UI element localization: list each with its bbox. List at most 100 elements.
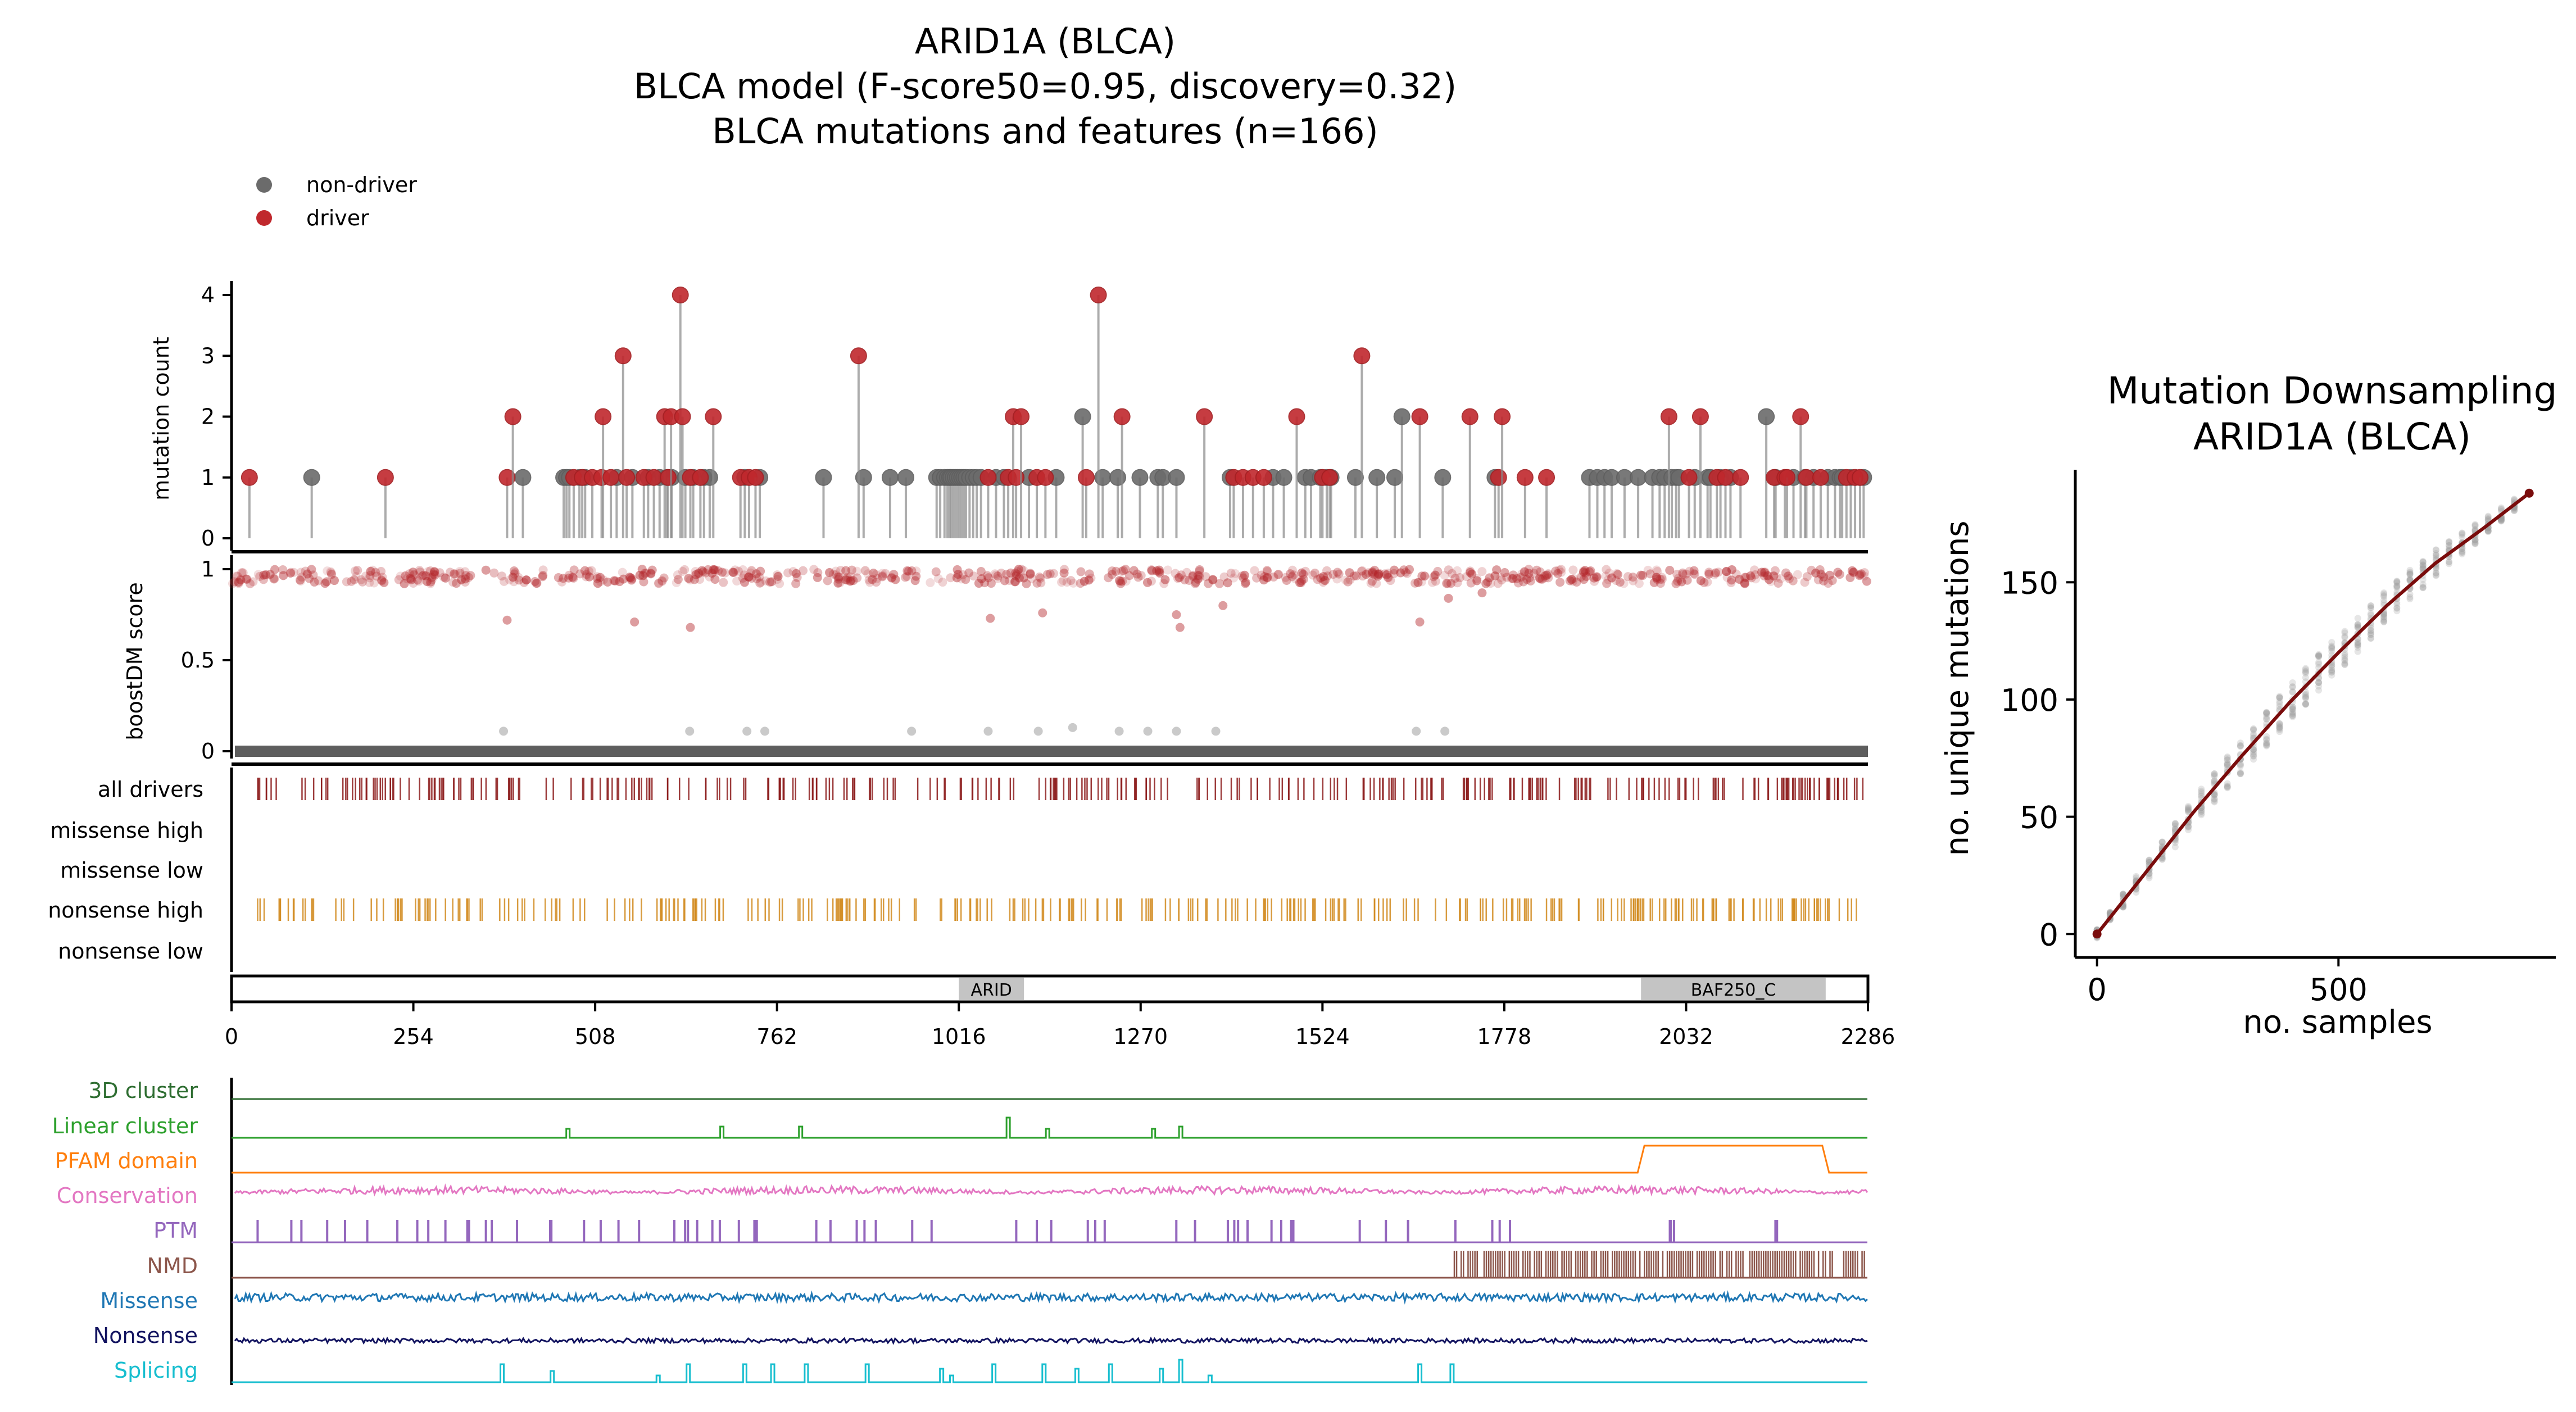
downsampling-sample-point [2224,784,2231,792]
boostdm-driver-point [1847,566,1857,575]
boostdm-driver-point [991,570,1001,580]
nondriver-lollipop-marker [1109,469,1127,486]
boostdm-driver-point [1673,576,1682,586]
nondriver-lollipop-marker [897,469,914,486]
boostdm-driver-point [1524,565,1534,574]
boostdm-driver-point [297,573,306,582]
domain-box [959,978,1024,1000]
boostdm-driver-point [1602,579,1612,588]
boostdm-driver-point [1525,573,1534,583]
boostdm-driver-point [1815,565,1825,575]
boostdm-driver-point [823,576,832,585]
boostdm-driver-point [1529,569,1539,578]
downsampling-sample-point [2185,804,2192,811]
boostdm-driver-point [1536,574,1545,584]
downsampling-sample-point [2471,538,2479,545]
boostdm-driver-point [1657,573,1667,582]
boostdm-driver-point [691,567,700,576]
downsampling-sample-point [2393,599,2401,606]
boostdm-driver-point [731,565,740,575]
boostdm-driver-point [673,575,683,584]
boostdm-driver-point [1665,565,1675,575]
boostdm-driver-point [889,570,899,579]
boostdm-driver-point [1116,576,1126,586]
downsampling-sample-point [2237,742,2244,750]
boostdm-driver-point [430,567,439,576]
boostdm-driver-point [958,570,968,579]
downsampling-sample-point [2250,746,2257,753]
boostdm-driver-point [457,575,466,584]
feature-line [232,1116,1867,1139]
boostdm-driver-point [1308,570,1318,580]
boostdm-driver-point [1341,575,1350,585]
boostdm-driver-point [1373,569,1383,579]
boostdm-driver-point [1774,578,1783,588]
boostdm-driver-point [1580,566,1590,575]
boostdm-driver-point [236,575,246,585]
feature-track-label: PFAM domain [55,1148,198,1173]
boostdm-driver-point [1490,571,1500,580]
boostdm-driver-point [841,575,851,584]
boostdm-driver-point [409,578,418,588]
downsampling-sample-point [2367,634,2374,642]
boostdm-driver-point [255,571,265,581]
downsampling-sample-point [2341,628,2348,635]
downsampling-sample-point [2328,642,2335,650]
boostdm-driver-point [580,566,589,575]
downsampling-sample-point [2211,797,2218,805]
boostdm-driver-point [1793,570,1802,579]
boostdm-driver-point [946,573,955,583]
boostdm-driver-point [1557,567,1566,577]
boostdm-driver-point [773,570,782,580]
downsampling-sample-point [2250,756,2257,763]
boostdm-driver-point [593,579,602,588]
boostdm-driver-point [1466,578,1476,588]
downsampling-sample-point [2158,838,2166,846]
boostdm-driver-point [1173,574,1183,583]
boostdm-driver-point [1759,567,1768,577]
boostdm-driver-point [1343,577,1353,587]
boostdm-driver-point [365,571,375,580]
boostdm-driver-point [1685,566,1694,576]
boostdm-driver-point [825,568,835,578]
boostdm-driver-point [557,577,566,587]
boostdm-driver-point [1567,575,1576,584]
downsampling-sample-point [2367,624,2374,632]
downsampling-sample-point [2263,709,2270,716]
boostdm-nondriver-band [235,746,1868,757]
boostdm-driver-point [1681,569,1691,579]
boostdm-driver-point [342,577,351,587]
boostdm-driver-point [422,576,432,586]
downsampling-sample-point [2198,807,2205,815]
downsampling-sample-point [2446,538,2453,545]
downsampling-sample-point [2497,516,2505,524]
boostdm-driver-point [1107,566,1117,576]
boostdm-driver-point [1543,570,1553,579]
boostdm-driver-point [751,569,761,579]
downsampling-sample-point [2419,580,2427,588]
boostdm-driver-point [278,565,288,575]
downsampling-sample-point [2276,728,2283,735]
downsampling-xtick-label: 500 [2310,972,2368,1007]
boostdm-driver-point [1402,569,1412,578]
boostdm-score-ylabel: boostDM score [123,582,147,741]
boostdm-driver-point [1281,573,1290,582]
downsampling-sample-point [2341,661,2348,668]
downsampling-sample-point [2289,710,2296,718]
boostdm-driver-point [1142,578,1152,587]
boostdm-driver-point [1026,569,1035,579]
boostdm-driver-point [740,578,749,587]
downsampling-sample-point [2380,591,2388,598]
driver-lollipop-marker [1411,408,1428,425]
domain-label: ARID [971,980,1012,1000]
boostdm-driver-point [654,578,663,588]
boostdm-driver-point [423,567,433,576]
boostdm-driver-point [1862,576,1871,586]
downsampling-sample-point [2289,713,2296,720]
boostdm-driver-point [976,566,986,576]
boostdm-driver-point [1066,576,1076,585]
boostdm-nondriver-point [1412,727,1421,736]
boostdm-driver-point [657,576,667,586]
boostdm-driver-point [993,574,1003,583]
boostdm-driver-point [242,574,252,584]
